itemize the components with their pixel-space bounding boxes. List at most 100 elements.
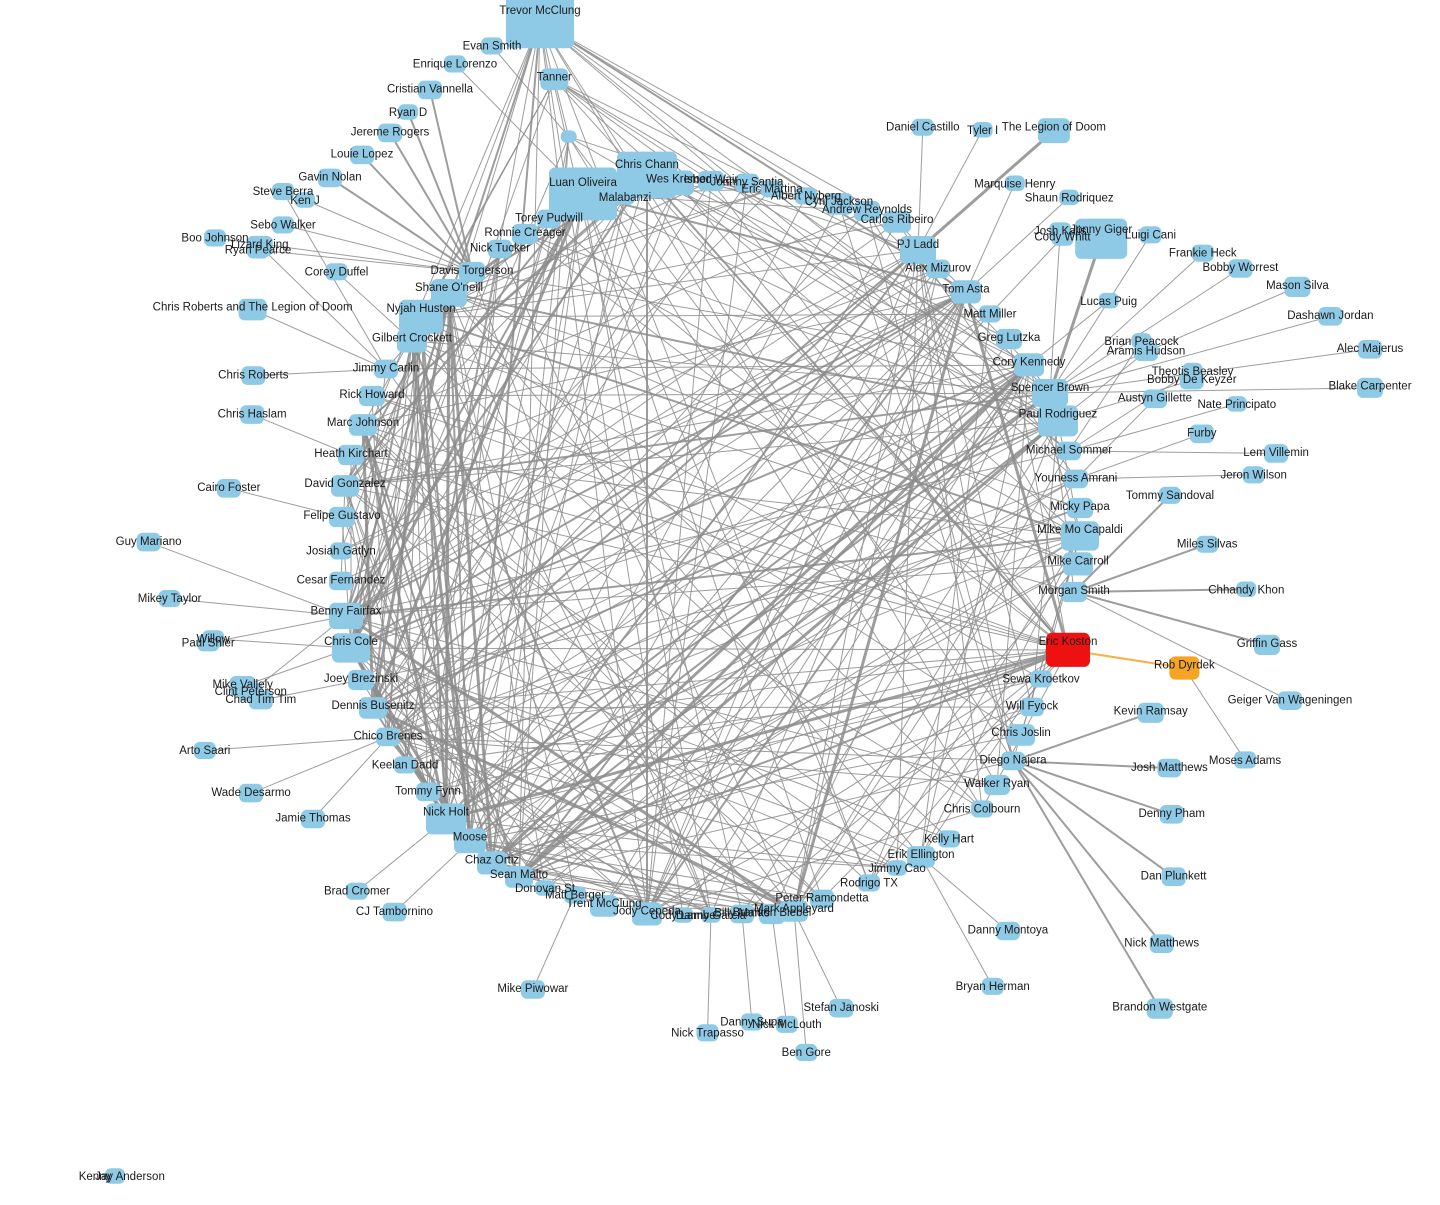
- svg-text:Frankie Heck: Frankie Heck: [1169, 248, 1237, 260]
- svg-text:Jeron Wilson: Jeron Wilson: [1220, 469, 1286, 481]
- svg-text:CJ Tambornino: CJ Tambornino: [356, 906, 433, 918]
- svg-text:Malabanzi: Malabanzi: [599, 192, 651, 204]
- svg-text:Matt Miller: Matt Miller: [963, 308, 1016, 320]
- svg-text:Paul Shier: Paul Shier: [182, 637, 235, 649]
- svg-text:Bobby Worrest: Bobby Worrest: [1202, 262, 1279, 274]
- svg-text:Gavin Nolan: Gavin Nolan: [298, 172, 361, 184]
- svg-text:Micky Papa: Micky Papa: [1050, 501, 1110, 513]
- svg-text:Chhandy Khon: Chhandy Khon: [1208, 585, 1284, 597]
- svg-text:Tommy Sandoval: Tommy Sandoval: [1126, 490, 1214, 502]
- svg-text:Felipe Gustavo: Felipe Gustavo: [303, 510, 380, 522]
- svg-text:Lem Villemin: Lem Villemin: [1243, 447, 1309, 459]
- svg-text:Diego Najera: Diego Najera: [979, 755, 1047, 767]
- svg-text:Daniel Castillo: Daniel Castillo: [886, 122, 960, 134]
- svg-text:Ronnie Creager: Ronnie Creager: [484, 227, 565, 239]
- svg-text:Corey Duffel: Corey Duffel: [305, 266, 369, 278]
- svg-text:Lucas Puig: Lucas Puig: [1080, 296, 1137, 308]
- svg-text:Tanner: Tanner: [537, 71, 572, 83]
- svg-text:Josiah Gatlyn: Josiah Gatlyn: [306, 545, 376, 557]
- svg-text:Erik Ellington: Erik Ellington: [887, 849, 954, 861]
- svg-text:Rick Howard: Rick Howard: [339, 389, 404, 401]
- svg-text:Donovan St: Donovan St: [515, 883, 576, 895]
- svg-text:Guy Mariano: Guy Mariano: [116, 536, 182, 548]
- svg-text:Furby: Furby: [1187, 428, 1217, 440]
- svg-text:Rob Dyrdek: Rob Dyrdek: [1154, 659, 1215, 671]
- svg-text:Evan Smith: Evan Smith: [463, 40, 522, 52]
- svg-text:Mike Carroll: Mike Carroll: [1047, 555, 1108, 567]
- svg-text:Greg Lutzka: Greg Lutzka: [978, 332, 1041, 344]
- svg-text:Nate Principato: Nate Principato: [1197, 399, 1276, 411]
- svg-text:Paul Rodriguez: Paul Rodriguez: [1019, 408, 1098, 420]
- svg-text:Trevor McClung: Trevor McClung: [499, 5, 580, 17]
- svg-text:Ryan D: Ryan D: [389, 107, 427, 119]
- svg-text:Cairo Foster: Cairo Foster: [197, 482, 260, 494]
- svg-text:Jamie Thomas: Jamie Thomas: [275, 813, 350, 825]
- svg-text:Dan Plunkett: Dan Plunkett: [1141, 870, 1208, 882]
- svg-text:Keelan Dadd: Keelan Dadd: [372, 759, 439, 771]
- svg-text:Mike Mo Capaldi: Mike Mo Capaldi: [1037, 524, 1123, 536]
- svg-text:Alec Majerus: Alec Majerus: [1337, 343, 1404, 355]
- svg-text:Josh Matthews: Josh Matthews: [1131, 762, 1208, 774]
- svg-text:Chris Chann: Chris Chann: [615, 159, 679, 171]
- svg-text:Danny Montoya: Danny Montoya: [968, 925, 1049, 937]
- svg-text:Chris Joslin: Chris Joslin: [991, 727, 1050, 739]
- svg-text:Miles Silvas: Miles Silvas: [1177, 539, 1238, 551]
- svg-text:Blake Carpenter: Blake Carpenter: [1328, 381, 1411, 393]
- svg-text:Sebo Walker: Sebo Walker: [250, 219, 316, 231]
- svg-text:Clint Peterson: Clint Peterson: [215, 686, 287, 698]
- svg-text:PJ Ladd: PJ Ladd: [897, 239, 939, 251]
- svg-text:Brad Cromer: Brad Cromer: [324, 886, 390, 898]
- svg-text:Shane O'neill: Shane O'neill: [415, 282, 483, 294]
- svg-text:Gilbert Crockett: Gilbert Crockett: [372, 332, 453, 344]
- svg-text:Denny Pham: Denny Pham: [1138, 808, 1204, 820]
- svg-text:Jimmy Carlin: Jimmy Carlin: [353, 363, 419, 375]
- svg-text:Chaz Ortiz: Chaz Ortiz: [465, 854, 520, 866]
- svg-text:Jereme Rogers: Jereme Rogers: [351, 127, 430, 139]
- svg-text:Bryan Herman: Bryan Herman: [956, 981, 1030, 993]
- svg-text:Sean Malto: Sean Malto: [490, 869, 548, 881]
- svg-text:Moose: Moose: [453, 832, 488, 844]
- svg-text:Tom Asta: Tom Asta: [942, 283, 990, 295]
- svg-text:Luigi Cani: Luigi Cani: [1125, 229, 1176, 241]
- svg-text:Morgan Smith: Morgan Smith: [1038, 585, 1110, 597]
- svg-text:Ken J: Ken J: [290, 195, 319, 207]
- svg-text:Chris Roberts and The Legion o: Chris Roberts and The Legion of Doom: [153, 302, 353, 314]
- svg-text:Arto Saari: Arto Saari: [179, 745, 230, 757]
- svg-text:Jonny Giger: Jonny Giger: [1070, 224, 1132, 236]
- svg-text:Wade Desarmo: Wade Desarmo: [211, 787, 290, 799]
- svg-text:Austyn Gillette: Austyn Gillette: [1118, 393, 1192, 405]
- svg-text:Shaun Rodriquez: Shaun Rodriquez: [1025, 193, 1114, 205]
- svg-text:Ben Gore: Ben Gore: [782, 1047, 831, 1059]
- svg-text:Kevin Ramsay: Kevin Ramsay: [1114, 706, 1188, 718]
- svg-text:Chris Colbourn: Chris Colbourn: [944, 803, 1021, 815]
- svg-text:Nick Holt: Nick Holt: [423, 806, 470, 818]
- svg-text:Nick Trapasso: Nick Trapasso: [671, 1027, 744, 1039]
- svg-text:Luan Oliveira: Luan Oliveira: [549, 177, 617, 189]
- svg-text:Chris Haslam: Chris Haslam: [218, 408, 287, 420]
- svg-text:Carlos Ribeiro: Carlos Ribeiro: [861, 214, 934, 226]
- svg-text:Griffin Gass: Griffin Gass: [1237, 638, 1298, 650]
- svg-text:The Legion of Doom: The Legion of Doom: [1002, 121, 1106, 133]
- svg-text:Mikey Taylor: Mikey Taylor: [138, 593, 202, 605]
- svg-text:Nyjah Huston: Nyjah Huston: [386, 303, 455, 315]
- svg-text:Eric Koston: Eric Koston: [1039, 636, 1098, 648]
- svg-text:Rodrigo TX: Rodrigo TX: [840, 877, 898, 889]
- svg-text:Boo Johnson: Boo Johnson: [181, 232, 248, 244]
- svg-text:Geiger Van Wageningen: Geiger Van Wageningen: [1228, 694, 1353, 706]
- svg-text:Mason Silva: Mason Silva: [1266, 280, 1329, 292]
- svg-text:Walker Ryan: Walker Ryan: [964, 778, 1029, 790]
- svg-text:Brandon Westgate: Brandon Westgate: [1112, 1002, 1207, 1014]
- svg-text:Ryan Pearce: Ryan Pearce: [225, 244, 291, 256]
- svg-text:Moses Adams: Moses Adams: [1209, 755, 1281, 767]
- svg-text:Benny Fairfax: Benny Fairfax: [311, 606, 382, 618]
- svg-text:Michael Sommer: Michael Sommer: [1026, 445, 1112, 457]
- svg-text:Brian Peacock: Brian Peacock: [1104, 336, 1178, 348]
- svg-text:Cesar Fernandez: Cesar Fernandez: [297, 575, 386, 587]
- svg-text:Spencer Brown: Spencer Brown: [1011, 382, 1090, 394]
- svg-text:Kelly Hart: Kelly Hart: [924, 833, 975, 845]
- svg-text:Theotis Beasley: Theotis Beasley: [1152, 366, 1234, 378]
- svg-text:Chico Brenes: Chico Brenes: [353, 731, 422, 743]
- svg-text:Joey Brezinski: Joey Brezinski: [324, 673, 398, 685]
- svg-text:Cory Kennedy: Cory Kennedy: [993, 356, 1066, 368]
- svg-text:Davis Torgerson: Davis Torgerson: [431, 265, 514, 277]
